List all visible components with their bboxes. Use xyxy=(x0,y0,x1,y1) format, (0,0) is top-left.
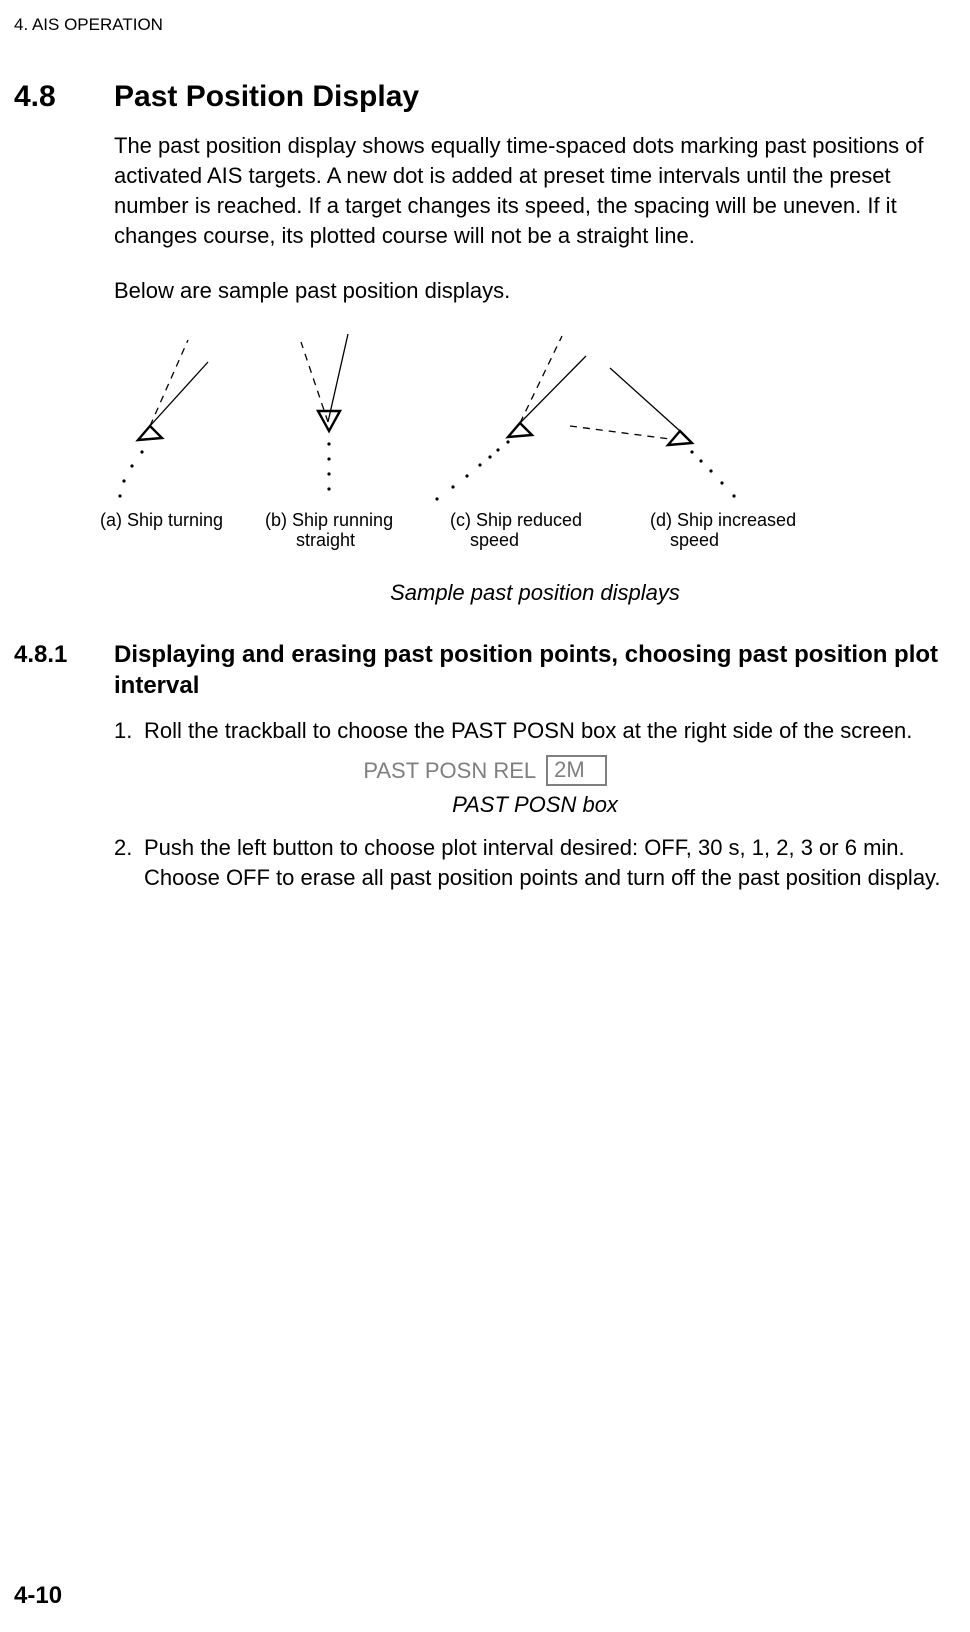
subsection-number: 4.8.1 xyxy=(14,639,114,671)
subsection-title: Displaying and erasing past position poi… xyxy=(114,639,956,701)
step-1: 1. Roll the trackball to choose the PAST… xyxy=(114,716,956,746)
fig-c-group: (c) Ship reduced speed xyxy=(435,336,586,550)
section-number: 4.8 xyxy=(14,77,114,118)
subsection-heading: 4.8.1 Displaying and erasing past positi… xyxy=(14,639,956,701)
posn-box-label: PAST POSN REL xyxy=(363,756,536,786)
sample-displays-figure: (a) Ship turning (b) Ship running straig… xyxy=(70,326,970,574)
fig-d-label-1: (d) Ship increased xyxy=(650,510,796,530)
steps-list-cont: 2. Push the left button to choose plot i… xyxy=(114,833,956,892)
fig-c-label-1: (c) Ship reduced xyxy=(450,510,582,530)
step-2-number: 2. xyxy=(114,833,144,892)
fig-c-label-2: speed xyxy=(470,530,519,550)
section-heading: 4.8 Past Position Display xyxy=(14,77,970,118)
fig-b-label-2: straight xyxy=(296,530,355,550)
fig-d-group: (d) Ship increased speed xyxy=(570,368,796,550)
posn-box-row: PAST POSN REL 2M xyxy=(0,755,970,785)
fig-a-group: (a) Ship turning xyxy=(100,340,223,530)
figure-caption: Sample past position displays xyxy=(114,578,956,608)
step-2: 2. Push the left button to choose plot i… xyxy=(114,833,956,892)
step-1-text: Roll the trackball to choose the PAST PO… xyxy=(144,716,956,746)
step-1-number: 1. xyxy=(114,716,144,746)
fig-b-group: (b) Ship running straight xyxy=(265,334,393,550)
step-2-text: Push the left button to choose plot inte… xyxy=(144,833,956,892)
section-title: Past Position Display xyxy=(114,77,419,118)
steps-list: 1. Roll the trackball to choose the PAST… xyxy=(114,716,956,746)
posn-box-caption: PAST POSN box xyxy=(114,790,956,820)
fig-d-label-2: speed xyxy=(670,530,719,550)
running-header: 4. AIS OPERATION xyxy=(14,14,970,37)
fig-a-label: (a) Ship turning xyxy=(100,510,223,530)
below-paragraph: Below are sample past position displays. xyxy=(114,276,956,306)
posn-box-value: 2M xyxy=(546,755,607,785)
fig-b-label-1: (b) Ship running xyxy=(265,510,393,530)
page-number: 4-10 xyxy=(14,1580,62,1612)
intro-paragraph: The past position display shows equally … xyxy=(114,131,956,250)
